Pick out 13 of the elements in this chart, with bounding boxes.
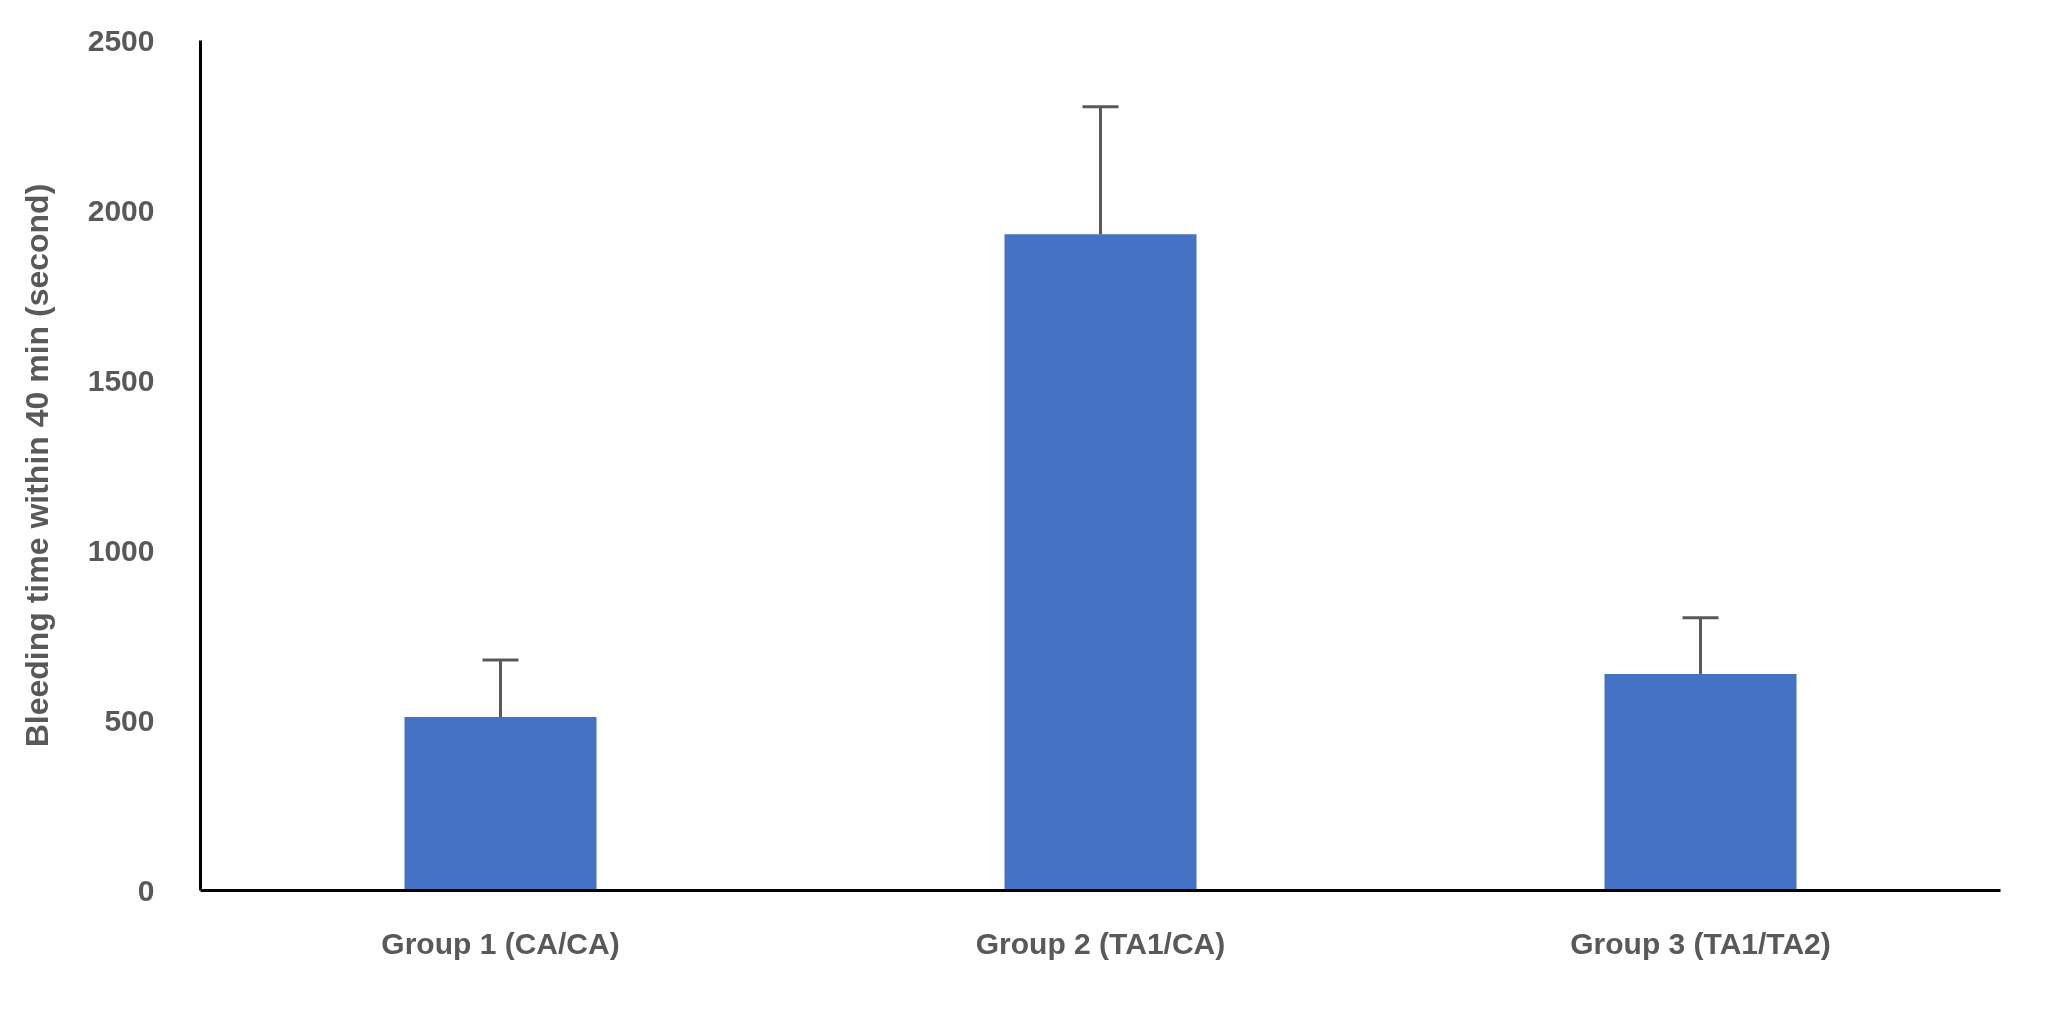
bar [1604,673,1797,891]
bar [404,717,597,891]
y-tick-label: 2000 [87,193,155,227]
y-axis-title: Bleeding time within 40 min (second) [18,183,55,748]
y-tick-label: 0 [137,873,155,907]
x-tick-label: Group 1 (CA/CA) [381,926,620,960]
bar [1004,234,1197,891]
y-tick-label: 1000 [87,533,155,567]
y-tick-label: 500 [104,703,155,737]
x-tick-label: Group 3 (TA1/TA2) [1570,926,1831,960]
y-tick-label: 1500 [87,363,155,397]
y-tick-label: 2500 [87,23,155,57]
x-tick-label: Group 2 (TA1/CA) [975,926,1226,960]
